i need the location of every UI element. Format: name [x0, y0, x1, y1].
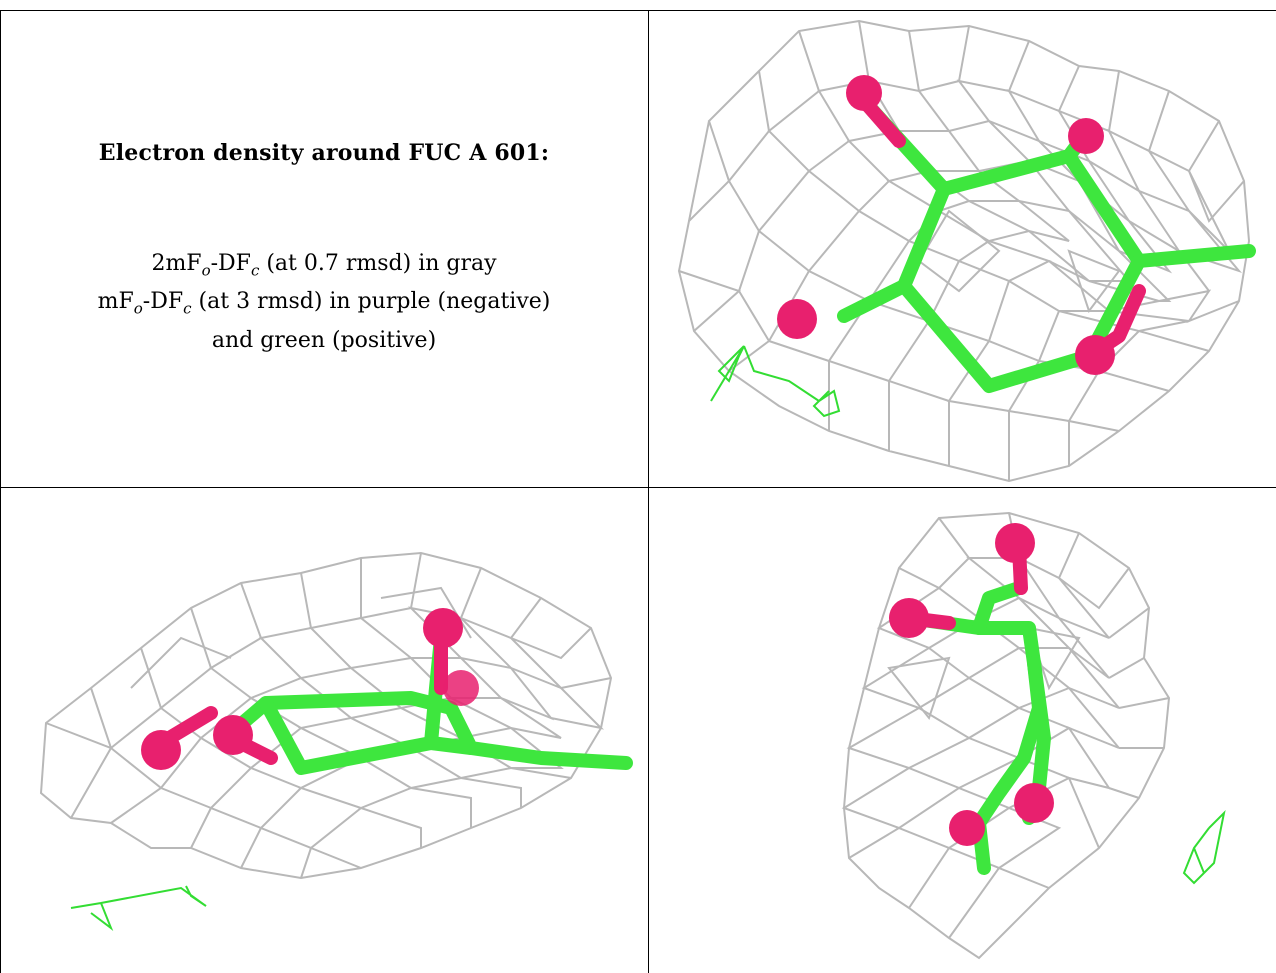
- oxygen-atom: [1014, 783, 1054, 823]
- oxygen-atom: [1075, 335, 1115, 375]
- oxygen-atom: [213, 715, 253, 755]
- density-view-bottom-left-svg: [39, 551, 633, 931]
- density-view-bottom-right-svg: [841, 511, 1226, 960]
- oxygen-atom: [889, 598, 929, 638]
- positive-difference-density: [70, 885, 207, 931]
- density-view-bottom-right: [649, 488, 1276, 973]
- caption-line-3: and green (positive): [211, 327, 437, 353]
- electron-density-mesh: [677, 19, 1251, 483]
- positive-difference-density: [1182, 809, 1226, 885]
- caption-line-1: 2mFo-DFc (at 0.7 rmsd) in gray: [151, 251, 497, 280]
- oxygen-atoms: [141, 608, 479, 770]
- table-border-top: [0, 10, 1276, 11]
- electron-density-mesh: [39, 551, 613, 880]
- oxygen-atoms: [889, 523, 1054, 846]
- density-view-bottom-left: [1, 488, 648, 973]
- table-border-center: [648, 10, 649, 973]
- oxygen-atom: [443, 670, 479, 706]
- table-border-left: [0, 10, 1, 973]
- electron-density-mesh: [841, 511, 1171, 960]
- oxygen-atom: [423, 608, 463, 648]
- oxygen-atom: [846, 75, 882, 111]
- density-view-top-right: [649, 11, 1276, 487]
- caption-title: Electron density around FUC A 601:: [98, 140, 550, 166]
- oxygen-atom: [141, 730, 181, 770]
- caption-cell: Electron density around FUC A 601: 2mFo-…: [0, 10, 648, 487]
- density-view-top-right-svg: [677, 19, 1256, 483]
- caption-description: 2mFo-DFc (at 0.7 rmsd) in gray mFo-DFc (…: [0, 248, 648, 357]
- oxygen-atom: [777, 299, 817, 339]
- oxygen-atoms: [777, 75, 1115, 375]
- positive-difference-density: [710, 345, 841, 418]
- oxygen-atom: [949, 810, 985, 846]
- caption-line-2: mFo-DFc (at 3 rmsd) in purple (negative): [97, 289, 551, 318]
- oxygen-atom: [995, 523, 1035, 563]
- oxygen-atom: [1068, 118, 1104, 154]
- table-border-middle: [0, 487, 1276, 488]
